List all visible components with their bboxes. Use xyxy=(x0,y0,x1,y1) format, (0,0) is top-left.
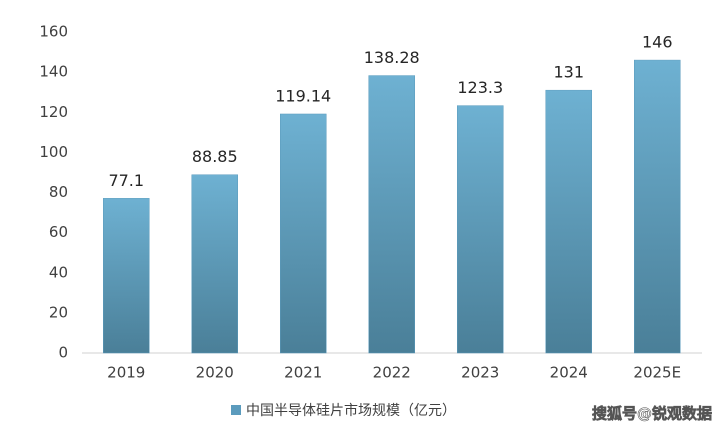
x-tick-label: 2025E xyxy=(633,364,681,382)
y-tick-label: 80 xyxy=(49,183,68,201)
bar xyxy=(545,89,592,354)
legend-label: 中国半导体硅片市场规模（亿元） xyxy=(246,402,456,419)
value-label: 88.85 xyxy=(192,147,238,166)
bar xyxy=(103,198,150,354)
legend-swatch xyxy=(231,405,241,415)
y-tick-label: 140 xyxy=(39,63,68,81)
value-label: 77.1 xyxy=(108,171,144,190)
y-tick-label: 100 xyxy=(39,143,68,161)
x-tick-label: 2020 xyxy=(196,364,234,382)
bar xyxy=(368,75,415,354)
y-tick-label: 60 xyxy=(49,223,68,241)
y-tick-label: 40 xyxy=(49,263,68,281)
value-label: 131 xyxy=(553,63,584,82)
x-tick-label: 2024 xyxy=(550,364,588,382)
x-tick-label: 2022 xyxy=(373,364,411,382)
x-tick-label: 2021 xyxy=(284,364,322,382)
y-tick-label: 120 xyxy=(39,103,68,121)
bar xyxy=(457,105,504,354)
x-tick-label: 2019 xyxy=(107,364,145,382)
x-tick-label: 2023 xyxy=(461,364,499,382)
value-label: 146 xyxy=(642,33,673,52)
y-tick-label: 160 xyxy=(39,23,68,41)
bar xyxy=(280,113,327,354)
bar xyxy=(191,174,238,354)
value-label: 119.14 xyxy=(275,86,331,105)
watermark: 搜狐号@锐观数据 xyxy=(592,405,712,423)
value-label: 123.3 xyxy=(457,78,503,97)
value-label: 138.28 xyxy=(364,48,420,67)
y-tick-label: 0 xyxy=(58,344,68,362)
y-tick-label: 20 xyxy=(49,303,68,321)
bar xyxy=(634,59,681,354)
